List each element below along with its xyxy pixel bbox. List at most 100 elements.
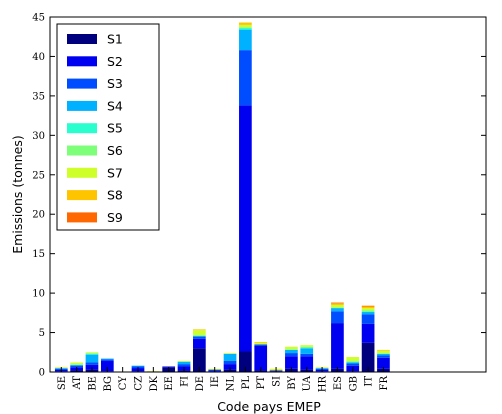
bar-segment-at-s6 [70,364,83,365]
y-tick-label: 45 [32,13,45,24]
x-tick-label-fi: FI [180,376,191,387]
bar-segment-ua-s6 [300,346,314,348]
bar-segment-nl-s7 [223,353,237,354]
x-tick-label-ua: UA [302,375,313,391]
bar-segment-by-s3 [285,353,298,357]
bar-segment-gb-s3 [346,363,360,366]
bar-segment-fi-s3 [177,364,191,367]
bar-segment-pl-s6 [239,27,252,29]
bar-segment-nl-s3 [223,360,237,365]
legend-swatch-s4 [67,100,97,111]
legend-label-s8: S8 [107,188,123,203]
x-tick-label-fr: FR [379,376,390,391]
y-tick-label: 20 [32,210,45,221]
bar-segment-at-s7 [70,362,83,365]
x-tick-label-ee: EE [164,376,175,391]
legend-label-s1: S1 [107,32,123,47]
bar-segment-es-s8 [331,303,344,305]
bar-segment-gb-s6 [346,360,360,362]
legend-swatch-s9 [67,212,97,223]
legend-swatch-s7 [67,167,97,178]
legend-label-s6: S6 [107,143,123,158]
bar-segment-ee-s2 [162,366,176,368]
bar-segment-ua-s4 [300,348,314,354]
bar-segment-fi-s7 [177,360,191,362]
x-tick-label-bg: BG [103,376,114,392]
bar-segment-it-s9 [361,305,375,307]
bar-segment-it-s3 [361,314,375,324]
bar-segment-it-s8 [361,306,375,309]
x-axis: SE AT BE BG CY CZ DK EE FI DE IE NL PL PT SI BY UA HR ES GB… [57,367,390,392]
bar-segment-pt-s8 [254,342,268,343]
x-tick-label-it: IT [364,376,375,387]
bar-segment-fi-s4 [177,361,191,365]
bar-segment-it-s6 [361,310,375,312]
legend-swatch-s5 [67,123,97,134]
x-tick-label-ie: IE [210,376,221,387]
bar-segment-pl-s4 [239,29,252,51]
bar-segment-it-s2 [361,323,375,343]
plot-frame [49,16,487,373]
legend-swatch-s8 [67,190,97,201]
bar-segment-cz-s4 [131,365,145,367]
bar-segment-es-s7 [331,304,344,308]
bar-segment-by-s6 [285,349,298,350]
bar-segment-es-s9 [331,302,344,304]
bar-segment-at-s3 [70,365,83,368]
bar-segment-ua-s7 [300,345,314,347]
bar-segment-nl-s2 [223,364,237,370]
bar-segment-es-s2 [331,323,344,369]
bar-segment-be-s4 [85,354,99,363]
bar-segment-be-s7 [85,352,99,354]
x-tick-label-pt: PT [256,376,267,390]
bar-segment-bg-s3 [100,359,114,361]
bar-segment-de-s6 [193,334,206,336]
bar-segment-by-s4 [285,349,298,354]
legend-swatch-s1 [67,34,97,44]
bar-segment-ua-s5 [300,347,314,349]
bar-segment-it-s5 [361,311,375,313]
bar-segment-it-s4 [361,312,375,315]
y-tick-label: 40 [32,52,45,63]
bar-segment-pt-s7 [254,342,268,345]
x-tick-label-dk: DK [149,375,160,391]
bar-segment-es-s6 [331,307,344,309]
bar-segment-fr-s3 [377,355,390,358]
x-tick-label-de: DE [195,376,206,391]
x-tick-label-hr: HR [318,376,329,393]
bar-segment-be-s5 [85,353,99,355]
bar-segment-pt-s2 [254,345,268,371]
bar-segment-fr-s7 [377,350,390,354]
x-tick-label-si: SI [272,376,283,387]
x-axis-title: Code pays EMEP [217,399,321,414]
x-tick-label-se: SE [57,376,68,390]
y-tick-label: 15 [32,249,45,260]
bar-segment-nl-s4 [223,353,237,361]
bar-segment-gb-s4 [346,362,360,364]
bar-segment-pl-s8 [239,22,252,25]
bar-segment-pl-s1 [239,351,252,372]
x-tick-label-pl: PL [241,376,252,390]
legend-swatch-s6 [67,145,97,156]
y-tick-label: 35 [32,91,45,102]
bar-segment-fr-s6 [377,353,390,354]
bar-segment-gb-s7 [346,357,360,361]
y-tick-label: 5 [39,328,45,339]
y-axis: 0 5 10 15 20 25 30 35 40 45 [32,13,486,379]
legend-swatch-s3 [67,78,97,89]
y-axis-title: Emissions (tonnes) [10,135,25,253]
bar-segment-be-s3 [85,362,99,365]
bar-segment-ua-s2 [300,356,314,370]
bar-segment-es-s4 [331,308,344,312]
x-tick-label-at: AT [72,376,83,391]
bar-segment-by-s7 [285,346,298,350]
bar-segment-it-s7 [361,308,375,311]
bar-segment-pl-s7 [239,24,252,28]
bar-segment-fr-s8 [377,349,390,351]
bar-segment-de-s3 [193,336,206,339]
bar-segment-ua-s3 [300,353,314,357]
bar-segment-fr-s4 [377,353,390,356]
bar-segment-fr-s2 [377,357,390,369]
